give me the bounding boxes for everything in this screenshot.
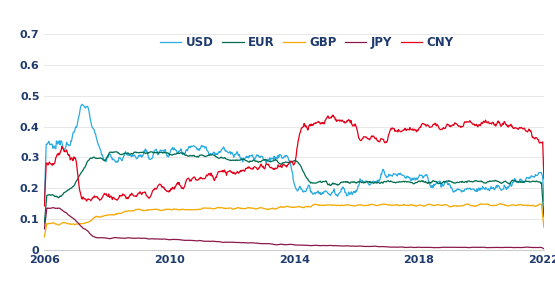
Line: GBP: GBP	[44, 204, 544, 237]
CNY	[444, 122, 451, 126]
JPY	[444, 246, 451, 249]
JPY	[352, 245, 359, 248]
EUR	[388, 180, 395, 183]
GBP	[492, 204, 498, 207]
GBP	[497, 202, 503, 205]
EUR	[492, 179, 499, 182]
USD	[79, 103, 85, 106]
GBP	[41, 235, 48, 239]
USD	[375, 178, 382, 182]
USD	[444, 181, 451, 184]
Line: EUR: EUR	[44, 152, 544, 223]
Line: JPY: JPY	[44, 208, 544, 249]
CNY	[388, 128, 395, 131]
EUR	[375, 181, 382, 184]
USD	[492, 185, 499, 189]
CNY	[330, 113, 336, 117]
GBP	[388, 203, 395, 207]
EUR	[352, 181, 359, 184]
GBP	[541, 226, 547, 229]
CNY	[375, 140, 382, 143]
GBP	[249, 207, 256, 210]
EUR	[250, 158, 256, 162]
USD	[250, 156, 256, 159]
GBP	[351, 204, 358, 208]
USD	[352, 191, 359, 194]
JPY	[492, 246, 499, 249]
EUR	[541, 215, 547, 218]
USD	[541, 199, 547, 203]
JPY	[250, 241, 256, 245]
CNY	[352, 122, 359, 126]
JPY	[541, 247, 547, 250]
JPY	[41, 227, 48, 231]
CNY	[492, 124, 499, 128]
JPY	[388, 245, 395, 249]
GBP	[375, 203, 381, 207]
USD	[41, 197, 48, 200]
EUR	[41, 221, 48, 224]
CNY	[249, 167, 256, 170]
EUR	[444, 179, 451, 183]
Line: USD: USD	[44, 104, 544, 201]
Line: CNY: CNY	[44, 115, 544, 206]
CNY	[541, 177, 547, 180]
Legend: USD, EUR, GBP, JPY, CNY: USD, EUR, GBP, JPY, CNY	[160, 36, 453, 49]
EUR	[113, 150, 120, 153]
CNY	[41, 204, 48, 208]
USD	[388, 174, 395, 178]
JPY	[49, 206, 56, 209]
JPY	[375, 245, 382, 248]
GBP	[443, 203, 450, 207]
